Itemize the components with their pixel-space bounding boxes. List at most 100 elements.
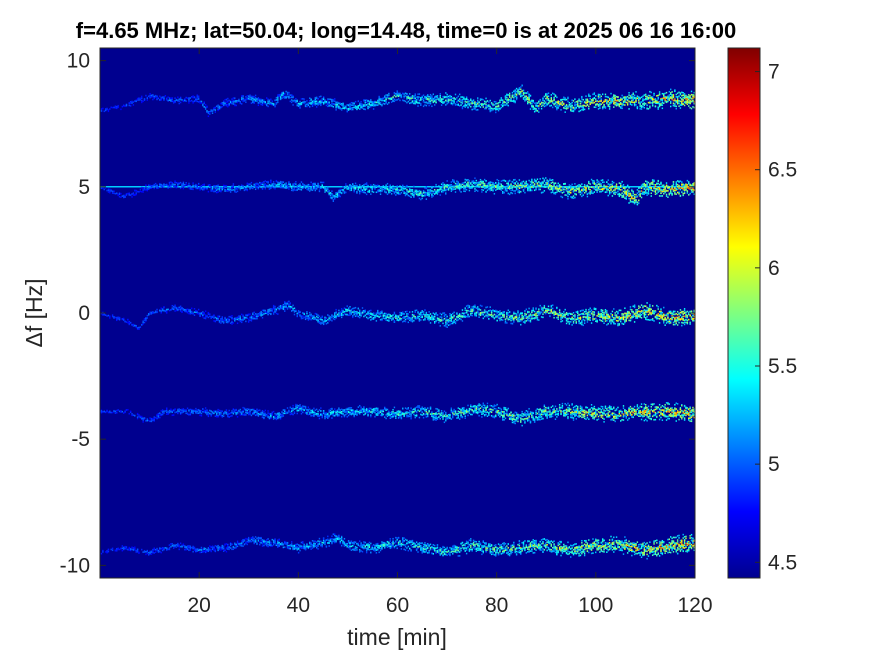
heatmap-cell [457,104,459,106]
heatmap-cell [396,90,398,92]
heatmap-cell [135,99,137,102]
heatmap-cell [335,192,337,194]
heatmap-cell [399,185,401,187]
heatmap-cell [578,99,580,102]
heatmap-cell [603,185,605,188]
heatmap-cell [231,321,233,324]
heatmap-cell [636,195,639,198]
heatmap-cell [331,190,333,192]
heatmap-cell [661,195,664,197]
heatmap-cell [174,305,176,308]
heatmap-cell [478,183,480,186]
heatmap-cell [250,102,253,104]
heatmap-cell [647,192,650,194]
heatmap-cell [628,192,630,195]
heatmap-cell [685,188,687,190]
heatmap-cell [254,94,257,97]
heatmap-cell [403,93,405,95]
heatmap-cell [225,319,228,321]
heatmap-cell [329,192,332,195]
heatmap-cell [152,311,154,313]
heatmap-cell [607,100,609,103]
heatmap-cell [150,95,153,98]
heatmap-cell [642,103,644,106]
heatmap-cell [521,84,523,87]
heatmap-cell [467,183,469,186]
heatmap-cell [268,308,271,311]
heatmap-cell [175,306,178,309]
heatmap-cell [136,99,139,101]
heatmap-cell [597,100,600,103]
heatmap-cell [439,194,441,196]
heatmap-cell [564,111,566,113]
heatmap-cell [117,316,119,319]
heatmap-cell [561,98,564,101]
heatmap-cell [217,317,219,320]
heatmap-cell [546,182,548,185]
heatmap-cell [160,185,162,188]
heatmap-cell [129,100,132,103]
heatmap-cell [320,104,322,107]
heatmap-cell [313,182,315,185]
heatmap-cell [557,101,559,104]
heatmap-cell [463,98,465,100]
heatmap-cell [188,186,190,189]
heatmap-cell [295,97,297,100]
heatmap-cell [397,92,400,95]
heatmap-cell [256,99,258,102]
heatmap-cell [386,182,389,185]
heatmap-cell [310,181,312,184]
heatmap-cell [545,177,547,179]
heatmap-cell [296,185,298,187]
heatmap-cell [474,177,476,180]
heatmap-cell [250,316,253,319]
heatmap-cell [650,192,652,195]
heatmap-cell [686,103,689,106]
heatmap-cell [288,95,290,98]
heatmap-cell [200,187,203,190]
heatmap-cell [632,197,634,200]
heatmap-cell [303,98,305,100]
heatmap-cell [581,105,583,107]
heatmap-cell [372,105,375,107]
heatmap-cell [693,95,695,98]
heatmap-cell [421,193,423,195]
heatmap-cell [384,96,386,99]
heatmap-cell [668,186,671,189]
heatmap-cell [182,100,185,103]
heatmap-cell [324,100,326,102]
heatmap-cell [307,189,310,191]
heatmap-cell [474,103,476,105]
heatmap-cell [370,104,372,106]
heatmap-cell [550,188,553,191]
heatmap-cell [417,93,419,95]
heatmap-cell [407,190,410,193]
heatmap-cell [640,96,643,99]
heatmap-cell [585,105,587,107]
heatmap-cell [465,97,468,100]
heatmap-cell [618,100,621,103]
heatmap-cell [213,185,215,187]
heatmap-cell [272,184,275,187]
heatmap-cell [574,98,576,100]
heatmap-cell [245,320,247,323]
heatmap-cell [217,186,219,189]
heatmap-cell [178,100,180,102]
heatmap-cell [245,98,247,101]
heatmap-cell [517,92,519,94]
heatmap-cell [221,317,223,319]
heatmap-cell [496,187,498,189]
heatmap-cell [665,91,668,94]
heatmap-cell [170,186,172,189]
heatmap-cell [238,186,240,189]
heatmap-cell [292,183,294,186]
heatmap-cell [547,184,550,187]
heatmap-cell [195,98,197,101]
heatmap-cell [196,187,198,190]
heatmap-cell [601,190,604,192]
heatmap-cell [231,317,233,320]
heatmap-cell [184,98,186,100]
heatmap-cell [286,93,289,95]
heatmap-cell [672,183,675,185]
heatmap-cell [500,106,503,109]
